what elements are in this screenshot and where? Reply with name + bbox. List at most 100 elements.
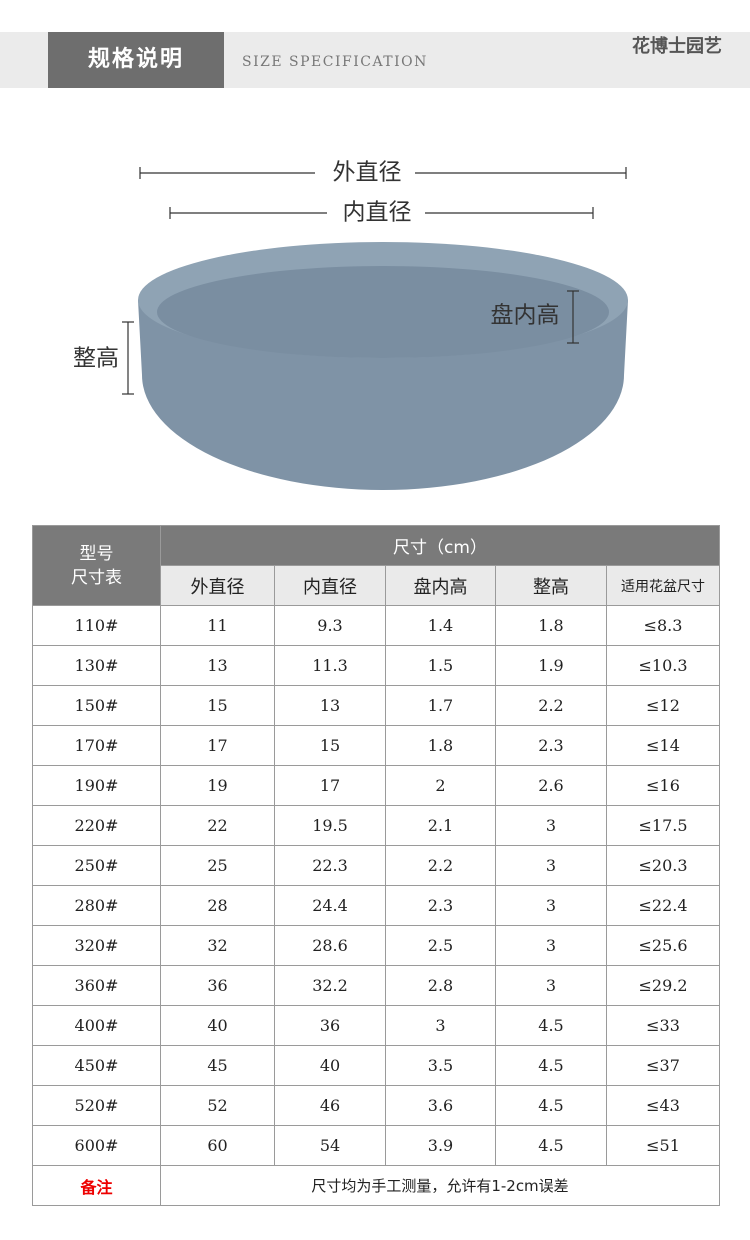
note-row: 备注 尺寸均为手工测量，允许有1-2cm误差 bbox=[32, 1165, 720, 1206]
cell: 320# bbox=[32, 925, 161, 966]
outer-label: 外直径 bbox=[333, 160, 402, 186]
data-row: 400# 40 36 3 4.5 ≤33 bbox=[32, 1005, 720, 1046]
cell: 4.5 bbox=[495, 1085, 607, 1126]
cell: 52 bbox=[160, 1085, 275, 1126]
cell: 2.6 bbox=[495, 765, 607, 806]
tray-inner bbox=[157, 266, 609, 358]
column-header: 内直径 bbox=[274, 565, 386, 606]
cell: 3 bbox=[495, 805, 607, 846]
height-label: 整高 bbox=[73, 346, 119, 372]
cell: ≤20.3 bbox=[606, 845, 720, 886]
depth-label: 盘内高 bbox=[491, 303, 560, 329]
cell: 3 bbox=[495, 885, 607, 926]
corner-line: 型号 bbox=[79, 543, 114, 564]
cell: 220# bbox=[32, 805, 161, 846]
cell: 15 bbox=[160, 685, 275, 726]
cell: 2.2 bbox=[495, 685, 607, 726]
cell: 600# bbox=[32, 1125, 161, 1166]
brand: 花博士园艺 bbox=[632, 36, 722, 57]
cell: 110# bbox=[32, 605, 161, 646]
cell: 45 bbox=[160, 1045, 275, 1086]
data-row: 320# 32 28.6 2.5 3 ≤25.6 bbox=[32, 925, 720, 966]
header-title: 规格说明 bbox=[48, 32, 224, 88]
cell: 2.3 bbox=[385, 885, 496, 926]
cell: ≤33 bbox=[606, 1005, 720, 1046]
column-header: 盘内高 bbox=[385, 565, 496, 606]
cell: ≤37 bbox=[606, 1045, 720, 1086]
cell: 19 bbox=[160, 765, 275, 806]
cell: 32 bbox=[160, 925, 275, 966]
cell: 28.6 bbox=[274, 925, 386, 966]
cell: 1.8 bbox=[385, 725, 496, 766]
cell: 2 bbox=[385, 765, 496, 806]
cell: 3 bbox=[495, 965, 607, 1006]
cell: ≤14 bbox=[606, 725, 720, 766]
cell: ≤12 bbox=[606, 685, 720, 726]
data-row: 450# 45 40 3.5 4.5 ≤37 bbox=[32, 1045, 720, 1086]
cell: 25 bbox=[160, 845, 275, 886]
cell: 2.3 bbox=[495, 725, 607, 766]
cell: 11.3 bbox=[274, 645, 386, 686]
cell: 1.4 bbox=[385, 605, 496, 646]
header-subtitle: SIZE SPECIFICATION bbox=[242, 54, 428, 70]
cell: 60 bbox=[160, 1125, 275, 1166]
cell: 46 bbox=[274, 1085, 386, 1126]
cell: 28 bbox=[160, 885, 275, 926]
column-header: 外直径 bbox=[160, 565, 275, 606]
column-header: 整高 bbox=[495, 565, 607, 606]
cell: ≤10.3 bbox=[606, 645, 720, 686]
cell: 3.9 bbox=[385, 1125, 496, 1166]
data-row: 520# 52 46 3.6 4.5 ≤43 bbox=[32, 1085, 720, 1126]
cell: 3.6 bbox=[385, 1085, 496, 1126]
cell: 190# bbox=[32, 765, 161, 806]
cell: 9.3 bbox=[274, 605, 386, 646]
cell: 3 bbox=[495, 845, 607, 886]
header-bar: 规格说明 SIZE SPECIFICATION 花博士园艺 bbox=[0, 32, 750, 88]
data-row: 360# 36 32.2 2.8 3 ≤29.2 bbox=[32, 965, 720, 1006]
cell: 170# bbox=[32, 725, 161, 766]
cell: 130# bbox=[32, 645, 161, 686]
cell: 13 bbox=[274, 685, 386, 726]
cell: 54 bbox=[274, 1125, 386, 1166]
cell: 360# bbox=[32, 965, 161, 1006]
cell: 450# bbox=[32, 1045, 161, 1086]
cell: 2.5 bbox=[385, 925, 496, 966]
cell: 36 bbox=[274, 1005, 386, 1046]
cell: ≤17.5 bbox=[606, 805, 720, 846]
cell: 3 bbox=[385, 1005, 496, 1046]
cell: ≤51 bbox=[606, 1125, 720, 1166]
data-row: 170# 17 15 1.8 2.3 ≤14 bbox=[32, 725, 720, 766]
cell: 3.5 bbox=[385, 1045, 496, 1086]
cell: 400# bbox=[32, 1005, 161, 1046]
cell: 19.5 bbox=[274, 805, 386, 846]
cell: 13 bbox=[160, 645, 275, 686]
note-label: 备注 bbox=[32, 1165, 161, 1206]
data-row: 280# 28 24.4 2.3 3 ≤22.4 bbox=[32, 885, 720, 926]
corner-line: 尺寸表 bbox=[71, 567, 122, 588]
cell: 1.9 bbox=[495, 645, 607, 686]
cell: 32.2 bbox=[274, 965, 386, 1006]
cell: ≤8.3 bbox=[606, 605, 720, 646]
cell: 1.8 bbox=[495, 605, 607, 646]
cell: 36 bbox=[160, 965, 275, 1006]
data-row: 110# 11 9.3 1.4 1.8 ≤8.3 bbox=[32, 605, 720, 646]
cell: 150# bbox=[32, 685, 161, 726]
cell: ≤25.6 bbox=[606, 925, 720, 966]
data-row: 220# 22 19.5 2.1 3 ≤17.5 bbox=[32, 805, 720, 846]
cell: 40 bbox=[274, 1045, 386, 1086]
cell: 24.4 bbox=[274, 885, 386, 926]
cell: 40 bbox=[160, 1005, 275, 1046]
data-row: 250# 25 22.3 2.2 3 ≤20.3 bbox=[32, 845, 720, 886]
cell: 4.5 bbox=[495, 1125, 607, 1166]
cell: 15 bbox=[274, 725, 386, 766]
cell: 2.8 bbox=[385, 965, 496, 1006]
cell: 2.1 bbox=[385, 805, 496, 846]
cell: ≤16 bbox=[606, 765, 720, 806]
group-header: 尺寸（cm） bbox=[160, 525, 720, 566]
cell: 2.2 bbox=[385, 845, 496, 886]
spec-table: 型号 尺寸表 尺寸（cm） 外直径 内直径 盘内高 整高 适用花盆尺寸 110# 11 9.3 1.4… bbox=[32, 525, 720, 1206]
cell: ≤43 bbox=[606, 1085, 720, 1126]
inner-label: 内直径 bbox=[343, 200, 412, 226]
header-row: 型号尺寸表 尺寸（cm） bbox=[32, 525, 720, 606]
data-row: 190# 19 17 2 2.6 ≤16 bbox=[32, 765, 720, 806]
